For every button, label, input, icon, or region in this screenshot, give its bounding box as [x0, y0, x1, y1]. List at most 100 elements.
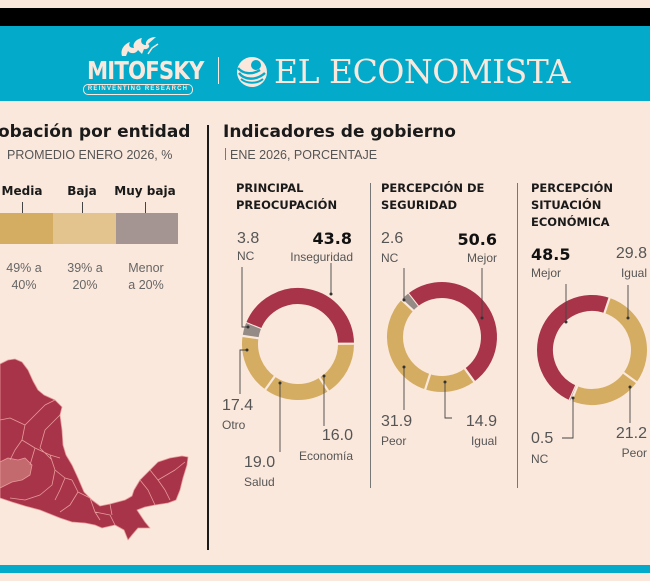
legend-label-muy-baja: Muy baja	[114, 184, 176, 198]
slice-separator	[263, 375, 277, 391]
legend-range-line: 40%	[11, 278, 37, 292]
data-label-peor-3: 21.2	[615, 425, 647, 442]
leader-dot	[628, 385, 632, 389]
column-divider	[517, 183, 518, 488]
category-label-nc-1: NC	[237, 249, 255, 263]
category-label-economia: Economía	[298, 449, 353, 463]
data-label-mejor-3: 48.5	[531, 245, 571, 264]
legend-label-baja: Baja	[67, 184, 97, 198]
map-state-medium	[0, 457, 33, 489]
category-label-peor-2: Peor	[381, 434, 407, 448]
logo-separator	[218, 57, 219, 84]
map-state-north	[0, 358, 189, 541]
leader-dot	[278, 381, 282, 385]
main-divider	[207, 125, 209, 550]
el-economista-wordmark: EL ECONOMISTA	[274, 52, 570, 91]
legend-tick	[145, 202, 146, 218]
category-label-salud: Salud	[244, 475, 275, 489]
left-panel-subtitle: PROMEDIO ENERO 2026, %	[7, 148, 173, 162]
data-label-inseguridad: 43.8	[312, 229, 352, 248]
donut-slice-inseguridad	[246, 288, 354, 345]
right-panel-subtitle-text: ENE 2026, PORCENTAJE	[230, 148, 378, 162]
leader-dot	[443, 380, 447, 384]
leader-dot	[564, 320, 568, 324]
leader-line-otro	[239, 349, 247, 394]
donut-slice-peor	[571, 372, 637, 405]
category-label-nc-3: NC	[531, 452, 549, 466]
leader-dot	[329, 292, 333, 296]
category-label-mejor-2: Mejor	[466, 251, 497, 265]
data-label-nc-3: 0.5	[531, 430, 554, 447]
column-divider	[370, 183, 371, 488]
donut-slice-nc	[242, 323, 261, 339]
donut-slice-otro	[242, 335, 275, 390]
slice-separator	[423, 372, 432, 391]
legend-range-line: 20%	[72, 278, 98, 292]
donut-slice-mejor	[408, 282, 497, 382]
leader-dot	[480, 316, 484, 320]
legend-label-media: Media	[1, 184, 43, 198]
header-banner: MITOFSKY REINVENTING RESEARCH EL ECONOMI…	[0, 26, 650, 101]
slice-separator	[569, 384, 579, 403]
mitofsky-wings-icon	[121, 37, 159, 56]
category-label-otro: Otro	[222, 418, 246, 432]
legend-range-line: a 20%	[128, 278, 164, 292]
donut-slice-igual	[604, 297, 647, 383]
legend-range-line: 49% a	[6, 261, 42, 275]
legend-tick	[82, 202, 83, 218]
mitofsky-logo: MITOFSKY REINVENTING RESEARCH	[78, 34, 204, 96]
chart-title-economica: PERCEPCIÓN SITUACIÓN ECONÓMICA	[531, 181, 613, 229]
legend-range-media: 49% a 40%	[6, 260, 41, 294]
slice-separator	[318, 376, 330, 393]
category-label-nc-2: NC	[381, 251, 399, 265]
chart-title-seguridad: PERCEPCIÓN DE SEGURIDAD	[381, 181, 485, 212]
data-label-nc-2: 2.6	[381, 230, 404, 247]
leader-dot	[402, 365, 406, 369]
globe-icon	[237, 57, 267, 87]
leader-dot	[246, 325, 250, 329]
leader-line-nc	[241, 267, 248, 328]
donut-slice-economía	[319, 343, 354, 392]
donut-slice-mejor	[537, 295, 610, 401]
data-label-otro: 17.4	[222, 397, 254, 414]
legend-range-muy-baja: Menor a 20%	[128, 260, 163, 294]
donut-slice-nc	[401, 293, 419, 311]
category-label-igual-3: Igual	[620, 266, 647, 280]
legend-tick	[22, 202, 23, 218]
left-panel-title: obación por entidad	[0, 122, 191, 142]
leader-dot	[402, 298, 406, 302]
map-state-border	[0, 399, 186, 526]
mitofsky-tagline: REINVENTING RESEARCH	[83, 84, 193, 95]
slice-separator	[406, 292, 420, 308]
legend-swatch-media	[0, 213, 53, 244]
donut-slice-salud	[265, 376, 329, 400]
bottom-banner-bar	[0, 565, 650, 573]
leader-dot	[245, 348, 249, 352]
legend-range-baja: 39% a 20%	[67, 260, 102, 294]
slice-separator	[622, 371, 639, 384]
category-label-igual-2: Igual	[470, 434, 497, 448]
leader-dot	[626, 316, 630, 320]
legend-range-line: 39% a	[67, 261, 103, 275]
data-label-economia: 16.0	[321, 427, 353, 444]
slice-separator	[463, 367, 476, 384]
right-panel-title: Indicadores de gobierno	[223, 122, 456, 142]
data-label-peor-2: 31.9	[381, 413, 413, 430]
leader-dot	[571, 396, 575, 400]
slice-separator	[603, 296, 611, 315]
legend-swatch-baja	[53, 213, 116, 244]
mitofsky-wordmark: MITOFSKY	[87, 56, 204, 85]
data-label-igual-2: 14.9	[465, 413, 497, 430]
slice-separator	[244, 321, 263, 331]
category-label-mejor-3: Mejor	[531, 266, 562, 280]
leader-dot	[322, 374, 326, 378]
donut-slice-igual	[425, 368, 475, 392]
subtitle-bar	[225, 148, 226, 160]
donut-slice-peor	[387, 299, 431, 390]
top-black-strip	[0, 8, 650, 26]
category-label-peor-3: Peor	[621, 446, 647, 460]
donut-slice-nc	[569, 385, 578, 401]
data-label-mejor-2: 50.6	[457, 230, 497, 249]
legend-range-line: Menor	[128, 261, 164, 275]
legend-swatch-muy-baja	[116, 213, 178, 244]
